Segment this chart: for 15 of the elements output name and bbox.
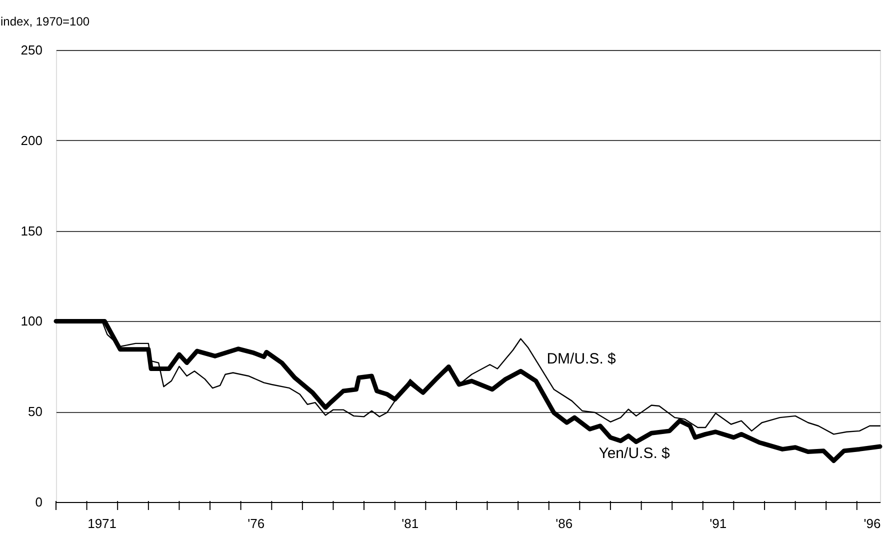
y-tick-label: 0 [35, 494, 42, 510]
x-tick-label: '91 [710, 516, 727, 531]
y-tick-label: 250 [20, 42, 42, 58]
x-tick-label: '96 [864, 516, 881, 531]
y-tick-label: 200 [20, 132, 42, 148]
y-tick-label: 150 [20, 223, 42, 238]
y-tick-label: 50 [28, 404, 42, 420]
series-label: Yen/U.S. $ [598, 445, 671, 462]
x-tick-label: '76 [248, 516, 265, 531]
y-axis-title: index, 1970=100 [0, 14, 90, 28]
y-tick-label: 100 [20, 314, 42, 329]
x-tick-label: '81 [402, 516, 419, 531]
x-tick-label: '86 [556, 516, 573, 531]
series-label: DM/U.S. $ [546, 350, 617, 368]
x-tick-label: 1971 [88, 516, 117, 531]
